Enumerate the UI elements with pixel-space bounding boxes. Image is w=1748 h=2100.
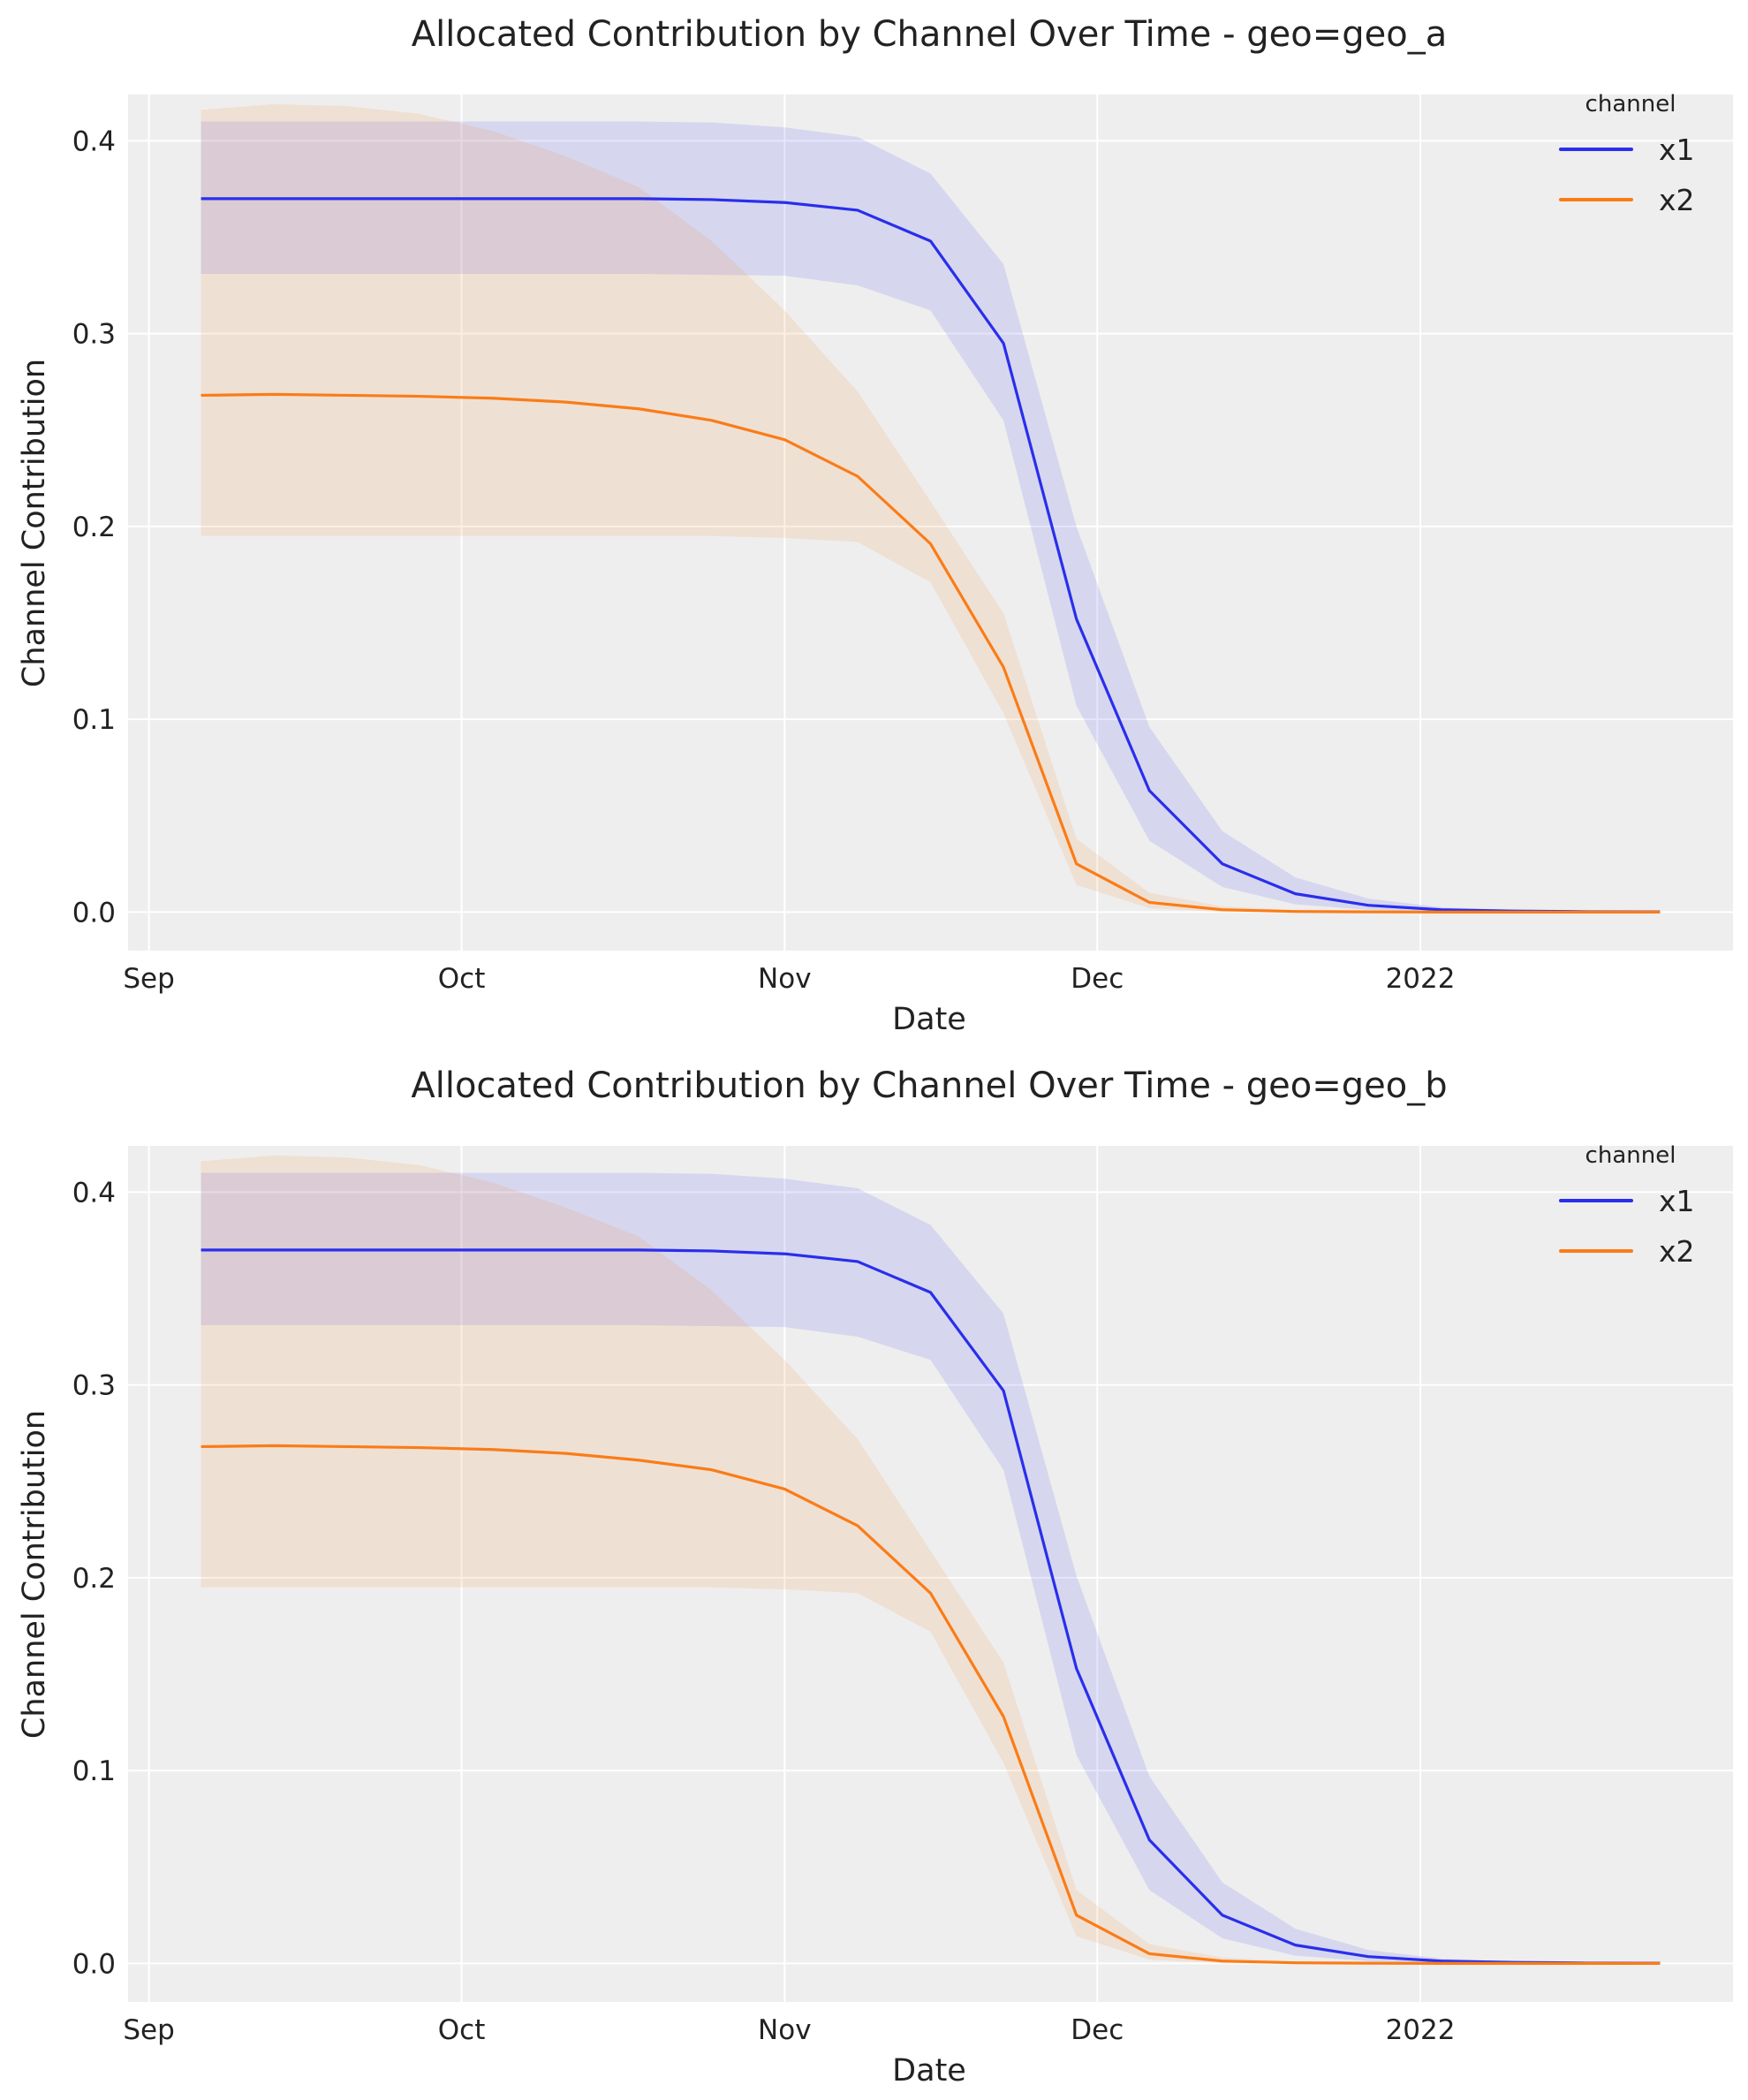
chart-title: Allocated Contribution by Channel Over T… <box>411 1065 1447 1106</box>
x-tick-label: Dec <box>1071 2014 1124 2046</box>
x-tick-label: Oct <box>438 2014 486 2046</box>
plot-area <box>128 95 1733 951</box>
y-tick-label: 0.3 <box>72 319 116 351</box>
x-tick-label: Dec <box>1071 963 1124 995</box>
x-tick-label: Oct <box>438 963 486 995</box>
chart-geo-a: Allocated Contribution by Channel Over T… <box>17 14 1733 1037</box>
y-tick-label: 0.0 <box>72 1948 116 1980</box>
y-tick-label: 0.4 <box>72 1177 116 1209</box>
x-tick-label: Nov <box>758 963 812 995</box>
y-tick-label: 0.0 <box>72 897 116 929</box>
x-tick-label: Nov <box>758 2014 812 2046</box>
chart-title: Allocated Contribution by Channel Over T… <box>412 14 1447 55</box>
x-tick-label: Sep <box>123 963 174 995</box>
y-tick-label: 0.1 <box>72 1755 116 1787</box>
hdi-band-x2 <box>201 103 1661 913</box>
legend-label-x1: x1 <box>1659 1184 1695 1218</box>
x-tick-label: 2022 <box>1386 963 1456 995</box>
plot-area <box>128 1146 1733 2002</box>
y-tick-label: 0.1 <box>72 704 116 736</box>
y-axis-label: Channel Contribution <box>17 1410 52 1739</box>
y-tick-label: 0.4 <box>72 125 116 157</box>
legend-label-x1: x1 <box>1659 133 1695 167</box>
x-axis-label: Date <box>892 2053 966 2089</box>
legend-label-x2: x2 <box>1659 183 1695 217</box>
y-axis-label: Channel Contribution <box>17 359 52 687</box>
chart-geo-b: Allocated Contribution by Channel Over T… <box>17 1065 1733 2089</box>
legend-title: channel <box>1585 91 1676 118</box>
hdi-band-x1 <box>201 121 1661 913</box>
legend-label-x2: x2 <box>1659 1234 1695 1269</box>
hdi-band-x2 <box>201 1155 1661 1964</box>
x-tick-label: 2022 <box>1386 2014 1456 2046</box>
y-tick-label: 0.2 <box>72 512 116 543</box>
y-tick-label: 0.3 <box>72 1370 116 1402</box>
y-tick-label: 0.2 <box>72 1563 116 1595</box>
x-tick-label: Sep <box>123 2014 174 2046</box>
hdi-band-x1 <box>201 1172 1661 1964</box>
x-axis-label: Date <box>892 1002 966 1037</box>
legend-title: channel <box>1585 1142 1676 1169</box>
